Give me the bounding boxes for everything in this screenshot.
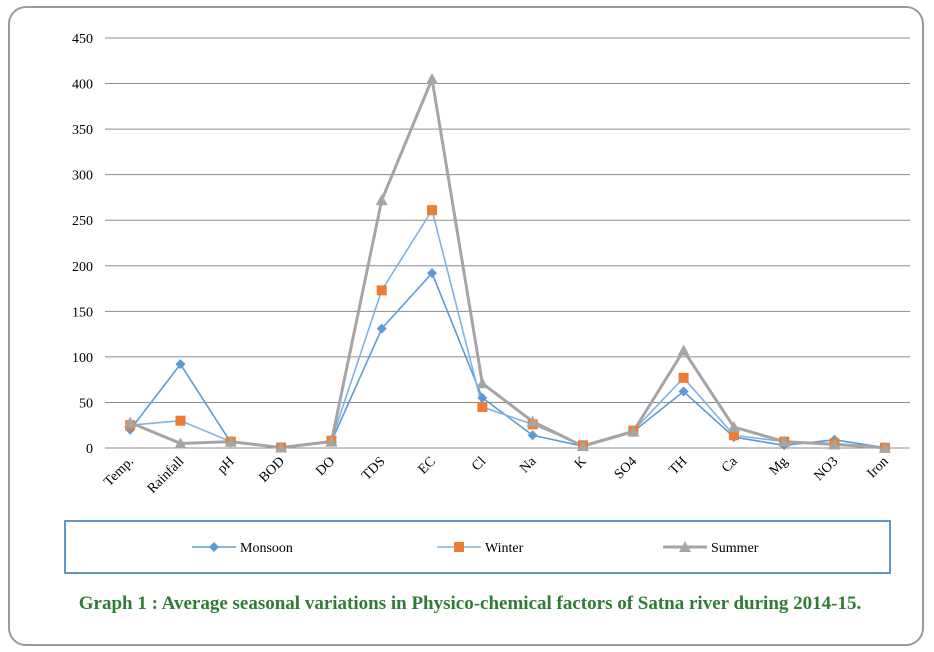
marker (427, 268, 438, 279)
marker (828, 438, 841, 450)
x-tick-label: Iron (865, 454, 892, 481)
y-tick-label: 150 (72, 305, 93, 320)
x-tick-label: TDS (359, 454, 388, 483)
marker (477, 392, 488, 403)
marker (175, 415, 186, 426)
x-tick-label: pH (215, 454, 238, 477)
marker (727, 421, 740, 433)
marker (679, 541, 691, 552)
legend-box (64, 520, 891, 574)
legend-label: Summer (711, 541, 759, 556)
y-tick-label: 50 (79, 396, 93, 411)
x-tick-label: TH (667, 454, 691, 478)
x-tick-label: Mg (767, 454, 791, 478)
x-tick-label: EC (416, 454, 439, 477)
marker (224, 435, 237, 447)
y-tick-label: 300 (72, 169, 93, 184)
marker (678, 372, 689, 383)
series-line (129, 271, 885, 449)
marker (275, 441, 288, 453)
y-tick-label: 0 (86, 442, 93, 457)
x-tick-label: K (572, 454, 590, 472)
x-tick-label: NO3 (811, 454, 841, 484)
x-tick-label: Cl (469, 454, 489, 474)
x-tick-label: BOD (256, 454, 288, 486)
marker (454, 542, 464, 552)
marker (728, 430, 739, 441)
marker (627, 425, 640, 437)
x-tick-label: Ca (719, 454, 741, 476)
marker (526, 415, 539, 427)
marker (376, 323, 387, 334)
x-tick-label: DO (313, 454, 338, 479)
frame (8, 6, 924, 646)
y-tick-label: 200 (72, 260, 93, 275)
y-tick-label: 450 (72, 32, 93, 47)
x-tick-label: SO4 (612, 454, 640, 482)
y-tick-label: 400 (72, 78, 93, 93)
marker (209, 542, 219, 552)
marker (778, 435, 791, 447)
marker (678, 386, 689, 397)
marker (124, 416, 137, 428)
x-tick-label: Na (517, 454, 540, 477)
marker (476, 377, 489, 389)
marker (376, 285, 387, 296)
legend-label: Winter (485, 541, 524, 556)
marker (175, 359, 186, 370)
y-tick-label: 250 (72, 214, 93, 229)
series-line (129, 73, 885, 450)
marker (375, 194, 388, 206)
marker (426, 73, 439, 84)
legend-label: Monsoon (240, 541, 293, 556)
marker (174, 437, 187, 449)
marker (878, 441, 891, 453)
marker (427, 205, 438, 216)
x-tick-label: Temp. (101, 454, 136, 489)
marker (576, 440, 589, 452)
marker (677, 344, 690, 356)
series-line (130, 208, 885, 449)
marker (477, 402, 488, 412)
caption: Graph 1 : Average seasonal variations in… (78, 593, 862, 614)
marker (527, 430, 538, 441)
y-tick-label: 350 (72, 123, 93, 138)
x-tick-label: Rainfall (145, 454, 188, 497)
marker (325, 435, 338, 447)
y-tick-label: 100 (72, 351, 93, 366)
